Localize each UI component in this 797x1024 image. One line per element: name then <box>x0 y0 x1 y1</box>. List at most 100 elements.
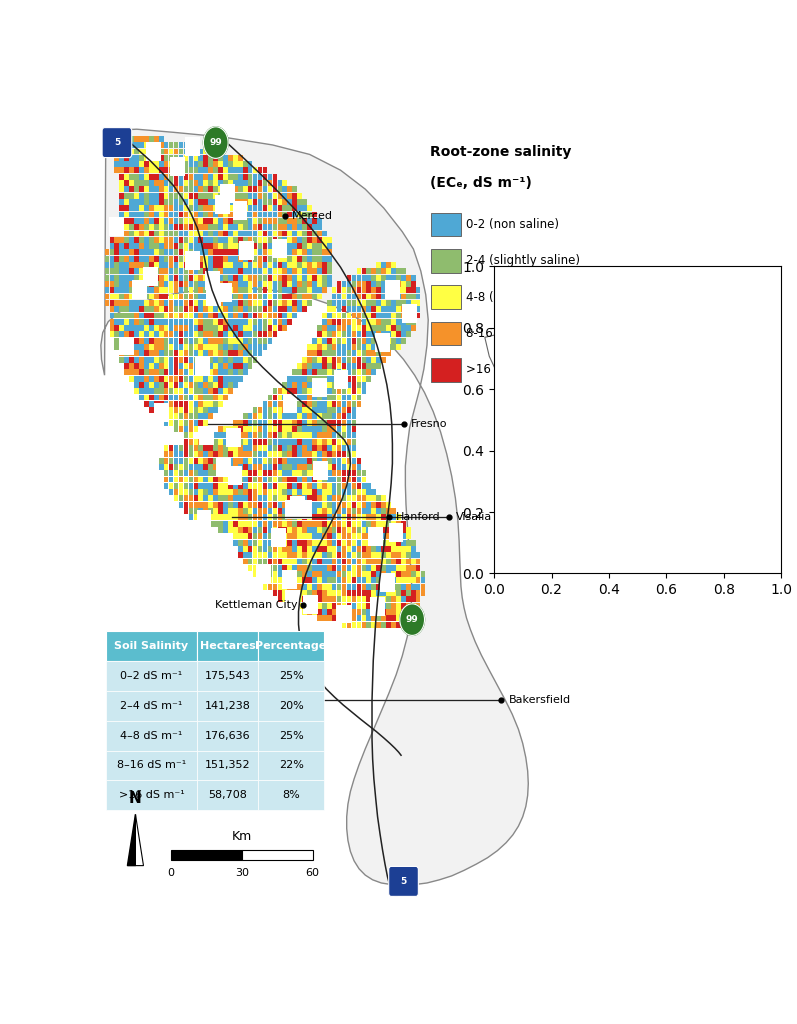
Bar <box>228 466 242 485</box>
Bar <box>185 251 200 270</box>
Text: Percentage: Percentage <box>256 641 327 650</box>
Text: 0-2 (non saline): 0-2 (non saline) <box>466 218 559 231</box>
Bar <box>106 780 197 810</box>
Text: WSJV: WSJV <box>610 421 658 447</box>
Polygon shape <box>485 328 696 550</box>
Text: 2–4 dS m⁻¹: 2–4 dS m⁻¹ <box>120 700 183 711</box>
Text: Visalia: Visalia <box>456 512 493 522</box>
Bar <box>197 690 257 721</box>
Bar <box>226 428 241 447</box>
Bar <box>313 461 328 479</box>
Text: 30: 30 <box>234 868 249 878</box>
Text: 151,352: 151,352 <box>205 761 250 770</box>
Bar <box>431 357 461 382</box>
Bar <box>257 631 324 660</box>
Text: 141,238: 141,238 <box>205 700 250 711</box>
Polygon shape <box>128 814 135 865</box>
Text: 8%: 8% <box>282 791 300 801</box>
Bar <box>256 564 271 583</box>
Bar <box>333 371 348 389</box>
Bar <box>197 514 211 532</box>
Text: (ECₑ, dS m⁻¹): (ECₑ, dS m⁻¹) <box>430 176 532 190</box>
FancyBboxPatch shape <box>102 128 132 158</box>
Bar <box>185 137 200 156</box>
Bar <box>197 780 257 810</box>
Text: 4–8 dS m⁻¹: 4–8 dS m⁻¹ <box>120 730 183 740</box>
Text: Soil Salinity: Soil Salinity <box>115 641 189 650</box>
Bar <box>106 690 197 721</box>
Text: Km: Km <box>232 830 252 843</box>
Bar <box>257 780 324 810</box>
Bar <box>312 378 328 397</box>
Text: N: N <box>129 792 142 807</box>
Bar <box>402 303 417 323</box>
Bar <box>233 201 248 219</box>
Bar <box>171 850 241 860</box>
Bar <box>109 217 124 236</box>
Bar <box>120 337 134 355</box>
Bar <box>197 660 257 690</box>
Text: Hectares: Hectares <box>199 641 255 650</box>
Bar <box>257 721 324 751</box>
Bar <box>431 213 461 237</box>
Bar <box>217 283 232 302</box>
Text: 176,636: 176,636 <box>205 730 250 740</box>
Bar <box>238 242 253 260</box>
Bar <box>375 333 390 352</box>
Text: >16 dS m⁻¹: >16 dS m⁻¹ <box>119 791 184 801</box>
Bar <box>290 497 305 515</box>
Bar <box>197 510 211 529</box>
Text: 2-4 (slightly saline): 2-4 (slightly saline) <box>466 254 580 267</box>
Bar <box>197 751 257 780</box>
FancyBboxPatch shape <box>389 866 418 896</box>
Bar <box>273 240 287 258</box>
Text: 99: 99 <box>210 138 222 147</box>
Text: Merced: Merced <box>292 211 333 221</box>
Bar <box>368 526 383 546</box>
Bar <box>132 281 147 299</box>
Bar <box>431 322 461 345</box>
Bar <box>197 631 257 660</box>
Bar <box>197 721 257 751</box>
Polygon shape <box>547 356 578 503</box>
Bar <box>220 183 235 203</box>
Bar <box>106 631 197 660</box>
Bar <box>285 591 300 609</box>
Bar <box>214 195 230 214</box>
Text: 175,543: 175,543 <box>205 671 250 681</box>
Polygon shape <box>135 814 143 865</box>
Bar <box>257 660 324 690</box>
Bar <box>241 850 312 860</box>
Bar <box>257 690 324 721</box>
Text: Root-zone salinity: Root-zone salinity <box>430 145 571 159</box>
Bar <box>206 271 220 290</box>
Bar <box>146 141 161 161</box>
Bar <box>271 528 285 547</box>
Text: 5: 5 <box>400 877 406 886</box>
Text: 25%: 25% <box>279 671 304 681</box>
Bar <box>431 249 461 272</box>
Text: Fresno: Fresno <box>411 419 447 429</box>
Text: 5: 5 <box>114 138 120 147</box>
Text: Bakersfield: Bakersfield <box>508 695 571 706</box>
Bar <box>285 500 300 519</box>
Bar <box>379 573 395 592</box>
Text: 4-8 (moderately saline): 4-8 (moderately saline) <box>466 291 605 304</box>
Text: 20%: 20% <box>279 700 304 711</box>
Bar <box>216 457 231 475</box>
Text: 8–16 dS m⁻¹: 8–16 dS m⁻¹ <box>117 761 186 770</box>
Bar <box>283 394 297 414</box>
Bar <box>281 570 296 589</box>
Text: 58,708: 58,708 <box>208 791 247 801</box>
Bar <box>154 402 169 422</box>
Text: 60: 60 <box>306 868 320 878</box>
Text: 0–2 dS m⁻¹: 0–2 dS m⁻¹ <box>120 671 183 681</box>
Bar <box>336 604 351 624</box>
Bar <box>296 500 312 518</box>
Bar <box>171 158 186 176</box>
Bar <box>143 267 158 286</box>
Text: >16 (extremely saline): >16 (extremely saline) <box>466 364 603 376</box>
Bar <box>385 281 400 299</box>
Bar <box>257 751 324 780</box>
Bar <box>106 660 197 690</box>
